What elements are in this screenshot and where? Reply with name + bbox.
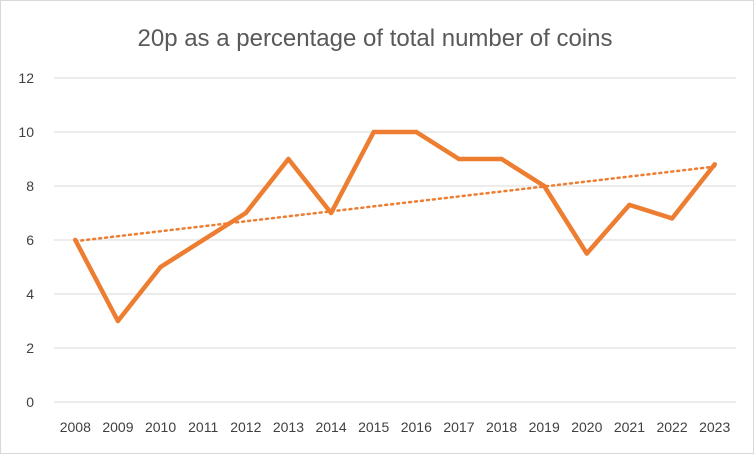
x-tick-label: 2012 <box>230 419 261 435</box>
gridlines <box>54 77 736 403</box>
x-tick-label: 2009 <box>102 419 133 435</box>
data-point <box>73 237 78 243</box>
x-tick-label: 2022 <box>656 419 687 435</box>
data-point <box>456 156 462 162</box>
trendline-layer <box>74 165 716 243</box>
data-point <box>158 264 163 270</box>
x-tick-label: 2008 <box>60 419 91 435</box>
data-point <box>712 162 717 167</box>
x-axis-ticks: 2008 2009 2010 2011 2012 2013 2014 2015 2016 2017… <box>60 419 731 435</box>
y-tick-label: 12 <box>18 70 34 86</box>
data-point <box>584 251 590 256</box>
x-tick-label: 2020 <box>571 419 602 435</box>
y-tick-label: 4 <box>26 286 34 302</box>
data-point <box>243 210 249 216</box>
x-tick-label: 2014 <box>315 419 346 435</box>
series-line <box>73 129 717 324</box>
y-tick-label: 2 <box>26 340 34 356</box>
x-tick-label: 2021 <box>614 419 645 435</box>
data-point <box>414 129 419 135</box>
x-tick-label: 2018 <box>486 419 517 435</box>
y-tick-label: 8 <box>26 178 34 194</box>
y-tick-label: 6 <box>26 232 34 248</box>
series-layer <box>73 129 717 324</box>
chart-title: 20p as a percentage of total number of c… <box>138 25 613 52</box>
data-point <box>328 210 334 216</box>
x-tick-label: 2013 <box>273 419 304 435</box>
data-point <box>115 318 121 324</box>
data-point <box>499 156 504 162</box>
data-point <box>627 202 632 208</box>
x-tick-label: 2015 <box>358 419 389 435</box>
x-tick-label: 2023 <box>699 419 730 435</box>
x-tick-label: 2019 <box>529 419 560 435</box>
x-tick-label: 2011 <box>188 419 218 435</box>
y-tick-label: 10 <box>18 124 34 140</box>
trendline <box>74 165 716 243</box>
x-tick-label: 2017 <box>443 419 474 435</box>
x-tick-label: 2016 <box>401 419 432 435</box>
data-point <box>200 237 206 243</box>
x-tick-label: 2010 <box>145 419 176 435</box>
y-axis-ticks: 0 2 4 6 8 10 12 <box>18 70 34 410</box>
data-point <box>541 183 547 189</box>
y-tick-label: 0 <box>26 394 34 410</box>
data-point <box>669 216 675 221</box>
data-point <box>371 129 376 135</box>
data-point <box>286 156 291 162</box>
